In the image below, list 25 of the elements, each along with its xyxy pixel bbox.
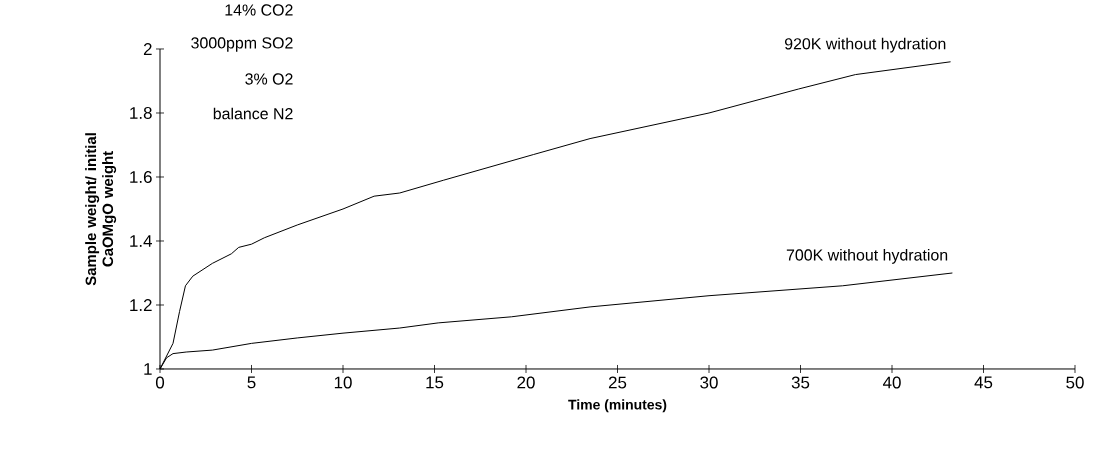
series-label: 920K without hydration xyxy=(784,37,946,53)
annotation: balance N2 xyxy=(213,107,293,120)
x-tick-label: 30 xyxy=(700,376,718,389)
x-tick-label: 20 xyxy=(517,376,535,389)
x-axis-title: Time (minutes) xyxy=(568,399,667,413)
x-tick-label: 25 xyxy=(608,376,627,389)
x-tick-label: 35 xyxy=(791,376,810,389)
x-tick-label: 10 xyxy=(334,376,352,389)
y-tick-label: 1 xyxy=(144,363,152,375)
x-tick-label: 15 xyxy=(426,376,444,389)
y-tick-label: 1.4 xyxy=(130,235,152,247)
annotation: 3000ppm SO2 xyxy=(191,37,293,52)
x-tick-label: 45 xyxy=(974,376,993,389)
y-tick-label: 2 xyxy=(143,43,152,55)
x-tick-label: 50 xyxy=(1066,376,1084,389)
x-tick-label: 5 xyxy=(247,376,256,389)
text: 14% CO2 xyxy=(225,4,293,16)
annotation: 3% O2 xyxy=(245,73,293,85)
x-tick-label: 40 xyxy=(882,376,901,389)
series-label: 700K without hydration xyxy=(786,248,948,264)
x-tick-label: 0 xyxy=(155,376,165,389)
y-tick-label: 1.2 xyxy=(130,299,152,311)
y-tick-label: 1.6 xyxy=(130,170,152,183)
y-axis-title: Sample weight/ initial CaOMgO weight xyxy=(85,133,117,286)
y-tick-label: 1.8 xyxy=(130,106,152,119)
